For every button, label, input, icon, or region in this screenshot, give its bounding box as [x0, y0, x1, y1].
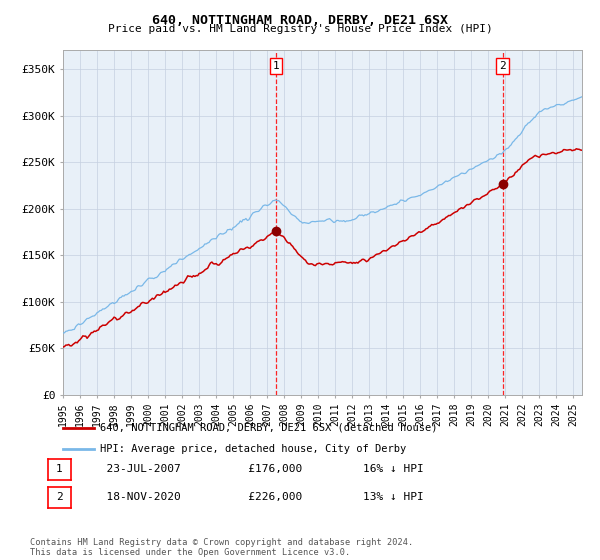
- Text: 18-NOV-2020          £226,000         13% ↓ HPI: 18-NOV-2020 £226,000 13% ↓ HPI: [93, 492, 424, 502]
- Text: 640, NOTTINGHAM ROAD, DERBY, DE21 6SX (detached house): 640, NOTTINGHAM ROAD, DERBY, DE21 6SX (d…: [100, 423, 437, 433]
- Text: 2: 2: [56, 492, 63, 502]
- Text: 640, NOTTINGHAM ROAD, DERBY, DE21 6SX: 640, NOTTINGHAM ROAD, DERBY, DE21 6SX: [152, 14, 448, 27]
- Text: Contains HM Land Registry data © Crown copyright and database right 2024.
This d: Contains HM Land Registry data © Crown c…: [30, 538, 413, 557]
- Text: HPI: Average price, detached house, City of Derby: HPI: Average price, detached house, City…: [100, 444, 406, 454]
- Text: 23-JUL-2007          £176,000         16% ↓ HPI: 23-JUL-2007 £176,000 16% ↓ HPI: [93, 464, 424, 474]
- Text: 1: 1: [272, 61, 279, 71]
- Text: Price paid vs. HM Land Registry's House Price Index (HPI): Price paid vs. HM Land Registry's House …: [107, 24, 493, 34]
- Text: 2: 2: [499, 61, 506, 71]
- Text: 1: 1: [56, 464, 63, 474]
